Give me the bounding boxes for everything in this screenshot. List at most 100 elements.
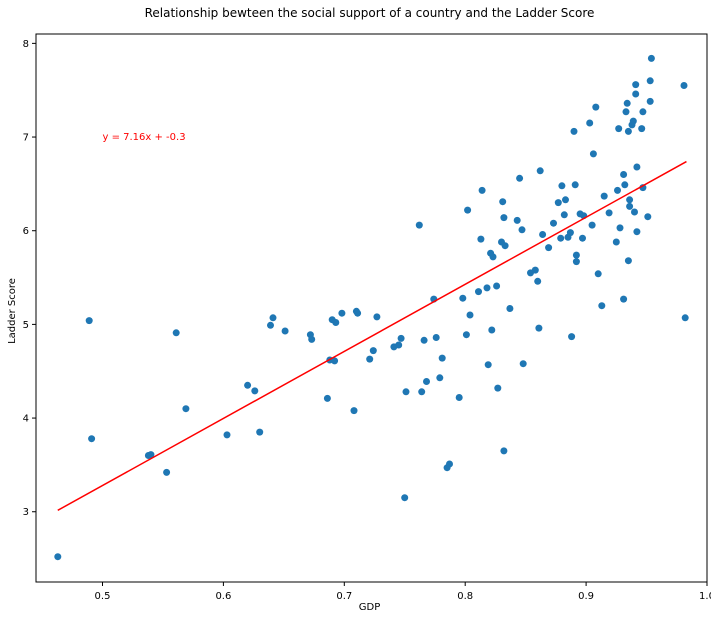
- data-point: [483, 284, 491, 292]
- data-point: [484, 361, 492, 369]
- data-point: [519, 360, 527, 368]
- data-point: [680, 82, 688, 89]
- data-point: [436, 374, 444, 382]
- data-point: [534, 277, 542, 285]
- data-point: [531, 266, 539, 274]
- data-point: [557, 234, 565, 242]
- data-point: [251, 387, 259, 395]
- data-point: [570, 127, 578, 135]
- data-point: [244, 381, 252, 389]
- data-point: [489, 253, 497, 261]
- data-point: [354, 309, 362, 317]
- x-axis-label: GDP: [359, 602, 380, 613]
- data-point: [629, 117, 637, 125]
- regression-line: [57, 160, 687, 511]
- data-point: [501, 242, 509, 250]
- data-point: [494, 384, 502, 392]
- data-point: [594, 270, 602, 278]
- data-point: [633, 163, 641, 171]
- data-point: [632, 90, 640, 98]
- data-point: [518, 226, 526, 234]
- data-point: [626, 202, 634, 210]
- data-point: [366, 355, 374, 363]
- plot-area: y = 7.16x + -0.3: [54, 54, 689, 561]
- data-point: [478, 186, 486, 194]
- data-point: [586, 119, 594, 127]
- data-point: [432, 334, 440, 341]
- data-point: [256, 428, 264, 436]
- data-point: [632, 81, 640, 89]
- data-point: [373, 313, 381, 321]
- y-axis: 3 4 5 6 7 8: [23, 39, 36, 518]
- data-point: [267, 321, 274, 329]
- data-point: [621, 181, 629, 189]
- data-point: [622, 108, 630, 116]
- data-point: [488, 326, 496, 334]
- data-point: [626, 196, 634, 204]
- data-point: [323, 394, 331, 402]
- data-point: [639, 108, 647, 116]
- data-point: [572, 258, 580, 266]
- data-point: [624, 127, 632, 135]
- axes-frame: [35, 33, 708, 583]
- x-tick-label: 0.7: [336, 591, 352, 602]
- data-point: [397, 334, 405, 342]
- data-point: [600, 192, 608, 200]
- data-point: [223, 431, 231, 439]
- data-point: [572, 251, 580, 259]
- data-point: [147, 451, 155, 459]
- data-point: [615, 125, 623, 133]
- data-point: [612, 238, 620, 246]
- points-layer: [54, 54, 689, 561]
- data-point: [550, 219, 557, 227]
- data-point: [545, 244, 553, 252]
- y-tick-label: 4: [23, 414, 29, 425]
- data-point: [269, 314, 277, 322]
- data-point: [516, 174, 524, 182]
- data-point: [464, 206, 472, 214]
- data-point: [477, 235, 485, 243]
- data-point: [614, 186, 621, 194]
- data-point: [500, 447, 508, 455]
- data-point: [681, 314, 689, 322]
- data-point: [624, 257, 632, 265]
- data-point: [395, 341, 403, 349]
- data-point: [85, 317, 93, 325]
- data-point: [420, 336, 428, 344]
- y-tick-label: 8: [23, 39, 29, 50]
- data-point: [423, 378, 430, 385]
- data-point: [332, 319, 340, 326]
- data-point: [589, 150, 597, 158]
- x-tick-label: 0.6: [215, 591, 231, 602]
- data-point: [172, 329, 180, 337]
- data-point: [506, 305, 514, 312]
- data-point: [620, 171, 628, 178]
- data-point: [500, 214, 508, 222]
- data-point: [554, 199, 562, 207]
- data-point: [163, 468, 171, 476]
- data-point: [415, 221, 423, 229]
- data-point: [455, 394, 463, 401]
- data-point: [646, 77, 654, 85]
- data-point: [438, 354, 446, 362]
- data-point: [616, 224, 624, 232]
- data-point: [598, 302, 606, 310]
- y-tick-label: 5: [23, 320, 29, 331]
- x-tick-label: 0.9: [578, 591, 594, 602]
- data-point: [644, 213, 652, 221]
- data-point: [566, 229, 574, 237]
- data-point: [646, 97, 654, 105]
- y-tick-label: 6: [23, 226, 29, 237]
- data-point: [402, 388, 410, 396]
- data-point: [493, 282, 501, 290]
- data-point: [558, 182, 566, 190]
- x-axis: 0.5 0.6 0.7 0.8 0.9 1.0: [95, 582, 711, 602]
- data-point: [462, 331, 470, 339]
- data-point: [54, 553, 62, 561]
- data-point: [633, 228, 641, 236]
- x-tick-label: 0.5: [95, 591, 111, 602]
- data-point: [475, 288, 482, 296]
- data-point: [536, 167, 544, 175]
- data-point: [466, 311, 474, 319]
